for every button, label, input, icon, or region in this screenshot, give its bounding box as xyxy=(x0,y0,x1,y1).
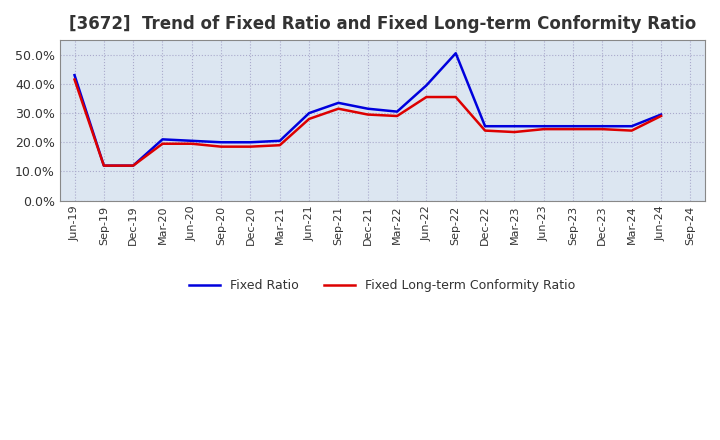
Fixed Long-term Conformity Ratio xyxy=(187,141,196,147)
Fixed Long-term Conformity Ratio xyxy=(129,163,138,168)
Fixed Long-term Conformity Ratio xyxy=(71,77,79,82)
Fixed Long-term Conformity Ratio xyxy=(393,114,402,119)
Fixed Long-term Conformity Ratio xyxy=(481,128,490,133)
Fixed Long-term Conformity Ratio xyxy=(598,126,607,132)
Fixed Ratio xyxy=(334,100,343,106)
Fixed Long-term Conformity Ratio xyxy=(246,144,255,149)
Fixed Ratio xyxy=(598,124,607,129)
Fixed Long-term Conformity Ratio xyxy=(627,128,636,133)
Fixed Long-term Conformity Ratio xyxy=(99,163,108,168)
Title: [3672]  Trend of Fixed Ratio and Fixed Long-term Conformity Ratio: [3672] Trend of Fixed Ratio and Fixed Lo… xyxy=(69,15,696,33)
Fixed Long-term Conformity Ratio xyxy=(451,95,460,100)
Fixed Ratio xyxy=(422,83,431,88)
Fixed Ratio xyxy=(158,137,167,142)
Fixed Ratio xyxy=(569,124,577,129)
Fixed Ratio xyxy=(510,124,518,129)
Fixed Long-term Conformity Ratio xyxy=(305,116,313,121)
Fixed Ratio xyxy=(393,109,402,114)
Fixed Long-term Conformity Ratio xyxy=(657,114,665,119)
Line: Fixed Long-term Conformity Ratio: Fixed Long-term Conformity Ratio xyxy=(75,80,661,165)
Line: Fixed Ratio: Fixed Ratio xyxy=(75,53,661,165)
Fixed Ratio xyxy=(99,163,108,168)
Fixed Long-term Conformity Ratio xyxy=(569,126,577,132)
Fixed Ratio xyxy=(217,139,225,145)
Fixed Ratio xyxy=(657,112,665,117)
Fixed Long-term Conformity Ratio xyxy=(276,143,284,148)
Fixed Ratio xyxy=(451,51,460,56)
Fixed Long-term Conformity Ratio xyxy=(158,141,167,147)
Fixed Long-term Conformity Ratio xyxy=(334,106,343,111)
Fixed Ratio xyxy=(187,138,196,143)
Fixed Long-term Conformity Ratio xyxy=(510,129,518,135)
Fixed Ratio xyxy=(71,73,79,78)
Fixed Ratio xyxy=(539,124,548,129)
Fixed Ratio xyxy=(305,110,313,116)
Fixed Ratio xyxy=(364,106,372,111)
Fixed Long-term Conformity Ratio xyxy=(422,95,431,100)
Fixed Ratio xyxy=(627,124,636,129)
Fixed Long-term Conformity Ratio xyxy=(217,144,225,149)
Fixed Ratio xyxy=(246,139,255,145)
Fixed Ratio xyxy=(276,138,284,143)
Legend: Fixed Ratio, Fixed Long-term Conformity Ratio: Fixed Ratio, Fixed Long-term Conformity … xyxy=(184,274,581,297)
Fixed Long-term Conformity Ratio xyxy=(539,126,548,132)
Fixed Ratio xyxy=(129,163,138,168)
Fixed Ratio xyxy=(481,124,490,129)
Fixed Long-term Conformity Ratio xyxy=(364,112,372,117)
